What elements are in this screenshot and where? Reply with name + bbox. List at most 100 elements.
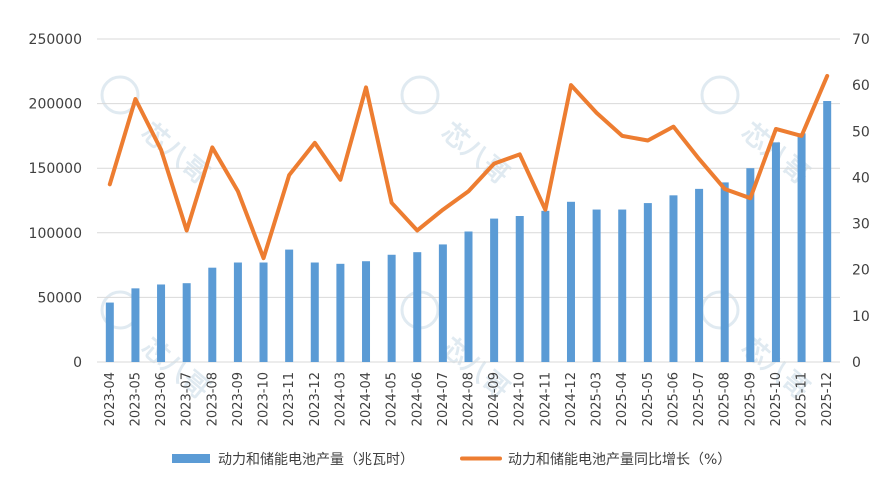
line-point	[313, 141, 317, 145]
x-tick-label: 2023-04	[103, 372, 118, 426]
y-right-tick-label: 50	[852, 124, 870, 140]
bar	[515, 216, 524, 362]
bar	[182, 283, 191, 362]
bar	[362, 261, 371, 362]
x-tick-label: 2023-12	[308, 372, 323, 426]
bar	[823, 101, 832, 363]
line-point	[133, 97, 137, 101]
x-tick-label: 2025-09	[743, 372, 758, 426]
x-tick-label: 2024-08	[462, 372, 477, 426]
line-point	[210, 145, 214, 149]
bar	[541, 210, 550, 362]
line-point	[492, 162, 496, 166]
x-tick-label: 2025-12	[820, 372, 835, 426]
x-tick-label: 2025-04	[615, 372, 630, 426]
legend-line-label: 动力和储能电池产量同比增长（%）	[508, 452, 731, 468]
bar	[285, 249, 294, 362]
line-point	[595, 111, 599, 115]
line-point	[671, 125, 675, 129]
watermark-logo	[100, 75, 140, 115]
line-point	[185, 228, 189, 232]
line-point	[569, 83, 573, 87]
watermark-logo	[700, 75, 740, 115]
line-point	[697, 157, 701, 161]
y-right-tick-label: 10	[852, 309, 870, 325]
x-tick-label: 2025-08	[718, 372, 733, 426]
x-tick-label: 2024-05	[385, 372, 400, 426]
line-point	[646, 139, 650, 143]
x-tick-label: 2024-04	[359, 372, 374, 426]
y-right-tick-label: 70	[852, 32, 870, 48]
bar	[592, 209, 601, 362]
y-right-tick-label: 20	[852, 263, 870, 279]
y-left-tick-label: 250000	[29, 32, 82, 48]
y-right-tick-label: 60	[852, 78, 870, 94]
y-right-tick-label: 0	[852, 355, 861, 371]
line-point	[825, 74, 829, 78]
bar	[336, 263, 345, 362]
bar	[797, 133, 806, 362]
bar	[310, 262, 319, 362]
bar	[259, 262, 268, 362]
watermark-logo	[400, 75, 440, 115]
line-point	[748, 196, 752, 200]
line-point	[262, 256, 266, 260]
x-axis: 2023-04 2023-05 2023-06 2023-07 2023-08 2023-…	[103, 372, 835, 426]
x-tick-label: 2025-10	[769, 372, 784, 426]
line-point	[774, 127, 778, 131]
y-left-tick-label: 200000	[29, 97, 82, 113]
legend-bar-label: 动力和储能电池产量（兆瓦时）	[218, 452, 414, 468]
x-tick-label: 2023-06	[154, 372, 169, 426]
x-tick-label: 2025-06	[666, 372, 681, 426]
y-axis-right: 0 10 20 30 40 50 60 70	[852, 32, 870, 371]
line-point	[108, 182, 112, 186]
x-tick-label: 2024-07	[436, 372, 451, 426]
bar	[618, 209, 627, 362]
x-tick-label: 2024-11	[538, 372, 553, 426]
line-point	[800, 134, 804, 138]
x-tick-label: 2024-10	[513, 372, 528, 426]
bar	[105, 302, 114, 362]
y-left-tick-label: 150000	[29, 161, 82, 177]
bar	[233, 262, 242, 362]
line-point	[467, 189, 470, 193]
bar	[438, 244, 447, 362]
watermark-text: 芯八哥	[136, 332, 215, 405]
x-tick-label: 2024-03	[333, 372, 348, 426]
y-left-tick-label: 0	[73, 355, 82, 371]
line-point	[390, 201, 394, 205]
x-tick-label: 2024-09	[487, 372, 502, 426]
line-point	[236, 189, 240, 193]
x-tick-label: 2024-12	[564, 372, 579, 426]
bar	[566, 201, 575, 362]
y-right-tick-label: 40	[852, 170, 870, 186]
y-left-tick-label: 50000	[37, 290, 82, 306]
bar	[387, 254, 396, 362]
y-right-tick-label: 30	[852, 217, 870, 233]
bar	[464, 231, 473, 362]
line-point	[287, 173, 291, 177]
bar	[131, 288, 140, 362]
bar	[157, 284, 166, 362]
x-tick-label: 2023-09	[231, 372, 246, 426]
bar	[720, 182, 729, 362]
bar	[208, 267, 217, 362]
line-point	[723, 187, 727, 191]
x-tick-label: 2025-05	[641, 372, 656, 426]
x-tick-label: 2025-07	[692, 372, 707, 426]
x-tick-label: 2023-05	[128, 372, 143, 426]
legend-bar-swatch	[172, 454, 210, 463]
x-tick-label: 2025-03	[590, 372, 605, 426]
line-series	[107, 73, 830, 261]
line-point	[620, 134, 624, 138]
x-tick-label: 2024-06	[410, 372, 425, 426]
line-point	[364, 85, 368, 89]
bar	[643, 203, 652, 362]
x-tick-label: 2023-11	[282, 372, 297, 426]
bar-series	[105, 101, 832, 363]
line-point	[543, 208, 547, 212]
x-tick-label: 2025-11	[795, 372, 810, 426]
legend: 动力和储能电池产量（兆瓦时） 动力和储能电池产量同比增长（%）	[172, 452, 731, 468]
